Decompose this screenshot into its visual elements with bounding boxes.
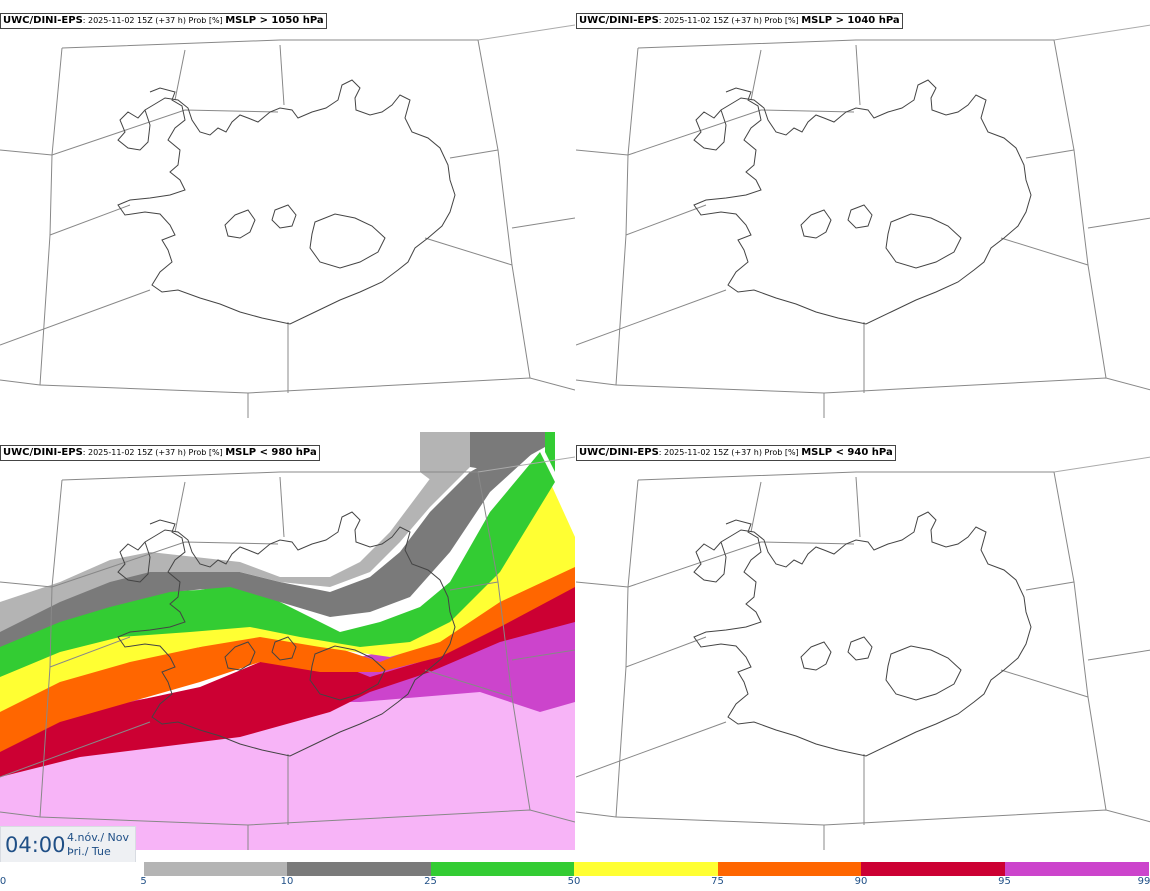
map-panel-mslp-gt-1040: UWC/DINI-EPS: 2025-11-02 15Z (+37 h) Pro… <box>576 0 1150 418</box>
colorbar-tick-label: 10 <box>280 876 294 887</box>
panel-run: : 2025-11-02 15Z (+37 h) Prob [%] <box>658 16 802 25</box>
valid-time-clock: 04:00 <box>5 833 66 857</box>
panel-model: UWC/DINI-EPS <box>3 447 83 458</box>
valid-time-date: 4.nóv./ Nov Þri./ Tue <box>67 831 129 859</box>
colorbar-segment <box>861 862 1006 876</box>
colorbar-tick-label: 25 <box>424 876 437 887</box>
panel-run: : 2025-11-02 15Z (+37 h) Prob [%] <box>658 448 802 457</box>
colorbar-segment <box>430 862 575 876</box>
colorbar-tick-label: 5 <box>140 876 147 887</box>
panel-field: MSLP > 1040 hPa <box>801 15 900 26</box>
panel-field: MSLP < 940 hPa <box>801 447 893 458</box>
panel-field: MSLP > 1050 hPa <box>225 15 324 26</box>
colorbar-segment <box>1004 862 1149 876</box>
colorbar-tick-label: 99 <box>1137 876 1150 887</box>
valid-date-line2: Þri./ Tue <box>67 845 111 858</box>
map-canvas <box>0 24 575 418</box>
panel-title: UWC/DINI-EPS: 2025-11-02 15Z (+37 h) Pro… <box>0 13 327 29</box>
colorbar-segment <box>143 862 288 876</box>
colorbar-tick-label: 95 <box>998 876 1011 887</box>
panel-run: : 2025-11-02 15Z (+37 h) Prob [%] <box>82 16 226 25</box>
map-canvas <box>0 432 575 850</box>
panel-title: UWC/DINI-EPS: 2025-11-02 15Z (+37 h) Pro… <box>0 445 320 461</box>
colorbar-segment <box>0 862 145 876</box>
colorbar-tick-label: 0 <box>0 876 7 887</box>
panel-title: UWC/DINI-EPS: 2025-11-02 15Z (+37 h) Pro… <box>576 13 903 29</box>
panel-model: UWC/DINI-EPS <box>579 447 659 458</box>
map-canvas <box>576 456 1150 850</box>
colorbar-tick-label: 75 <box>711 876 724 887</box>
valid-date-line1: 4.nóv./ Nov <box>67 831 130 844</box>
panel-run: : 2025-11-02 15Z (+37 h) Prob [%] <box>82 448 226 457</box>
colorbar-segment <box>574 862 719 876</box>
map-panel-mslp-lt-940: UWC/DINI-EPS: 2025-11-02 15Z (+37 h) Pro… <box>576 432 1150 850</box>
panel-title: UWC/DINI-EPS: 2025-11-02 15Z (+37 h) Pro… <box>576 445 896 461</box>
map-panel-mslp-lt-980: UWC/DINI-EPS: 2025-11-02 15Z (+37 h) Pro… <box>0 432 575 850</box>
panel-model: UWC/DINI-EPS <box>579 15 659 26</box>
probability-colorbar: 0 5 10 25 50 75 90 95 99 <box>0 862 1150 891</box>
colorbar-tick-label: 90 <box>854 876 868 887</box>
map-panel-mslp-gt-1050: UWC/DINI-EPS: 2025-11-02 15Z (+37 h) Pro… <box>0 0 575 418</box>
map-canvas <box>576 24 1150 418</box>
valid-time-box: 04:00 4.nóv./ Nov Þri./ Tue <box>0 826 136 864</box>
colorbar-segment <box>717 862 862 876</box>
panel-model: UWC/DINI-EPS <box>3 15 83 26</box>
colorbar-segment <box>287 862 432 876</box>
panel-field: MSLP < 980 hPa <box>225 447 317 458</box>
colorbar-tick-label: 50 <box>567 876 581 887</box>
